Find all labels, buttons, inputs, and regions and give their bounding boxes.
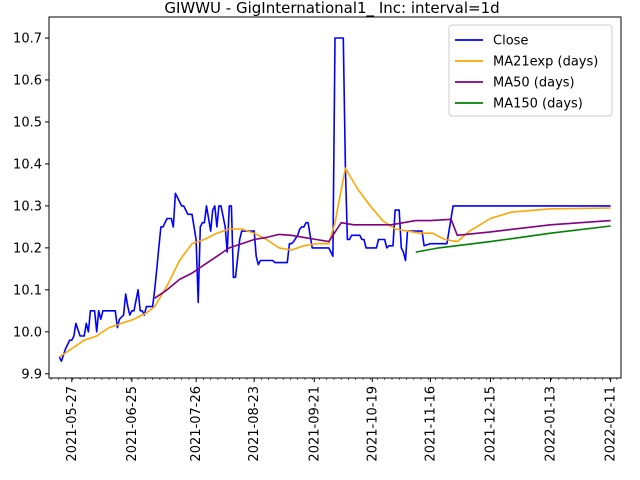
- x-axis: 2021-05-27 2021-06-25 2021-07-26 2021-08-23…: [50, 378, 619, 462]
- x-tick-label: 2021-10-19: [365, 386, 380, 462]
- x-tick-label: 2021-12-15: [483, 386, 498, 462]
- x-tick-label: 2021-05-27: [65, 386, 80, 462]
- legend-entries: Close MA21exp (days) MA50 (days) MA150 (day…: [455, 34, 598, 112]
- y-tick-label: 10.3: [13, 199, 42, 214]
- y-axis: 9.9 10.0 10.1 10.2 10.3 10.4 10.5 10.6 10.7: [13, 31, 49, 382]
- y-tick-label: 9.9: [21, 367, 42, 382]
- series-line-ma21exp-days: [58, 167, 611, 358]
- chart-title: GIWWU - GigInternational1_ Inc: interval…: [164, 0, 499, 18]
- legend-label: Close: [493, 34, 528, 49]
- legend-label: MA21exp (days): [493, 55, 598, 70]
- plot-frame: [48, 16, 622, 379]
- x-tick-label: 2022-02-11: [604, 386, 619, 462]
- plot-area: [48, 16, 622, 379]
- y-tick-label: 10.6: [13, 73, 42, 88]
- y-tick-label: 10.7: [13, 31, 42, 46]
- x-tick-label: 2021-08-23: [247, 386, 262, 462]
- series-line-ma150-days: [415, 225, 611, 253]
- legend-label: MA50 (days): [493, 76, 575, 91]
- x-tick-label: 2021-11-16: [423, 386, 438, 462]
- y-tick-label: 10.4: [13, 157, 42, 172]
- x-tick-label: 2021-06-25: [125, 386, 140, 462]
- y-tick-label: 10.1: [13, 283, 42, 298]
- series-layer: [58, 37, 611, 362]
- x-tick-label: 2022-01-13: [544, 386, 559, 462]
- legend: Close MA21exp (days) MA50 (days) MA150 (day…: [448, 24, 613, 117]
- legend-box: [448, 24, 613, 117]
- y-tick-label: 10.2: [13, 241, 42, 256]
- x-tick-label: 2021-09-21: [307, 386, 322, 462]
- y-tick-label: 10.5: [13, 115, 42, 130]
- legend-label: MA150 (days): [493, 97, 583, 112]
- x-tick-label: 2021-07-26: [189, 386, 204, 462]
- series-line-ma50-days: [154, 218, 611, 299]
- series-line-close: [58, 37, 611, 362]
- y-tick-label: 10.0: [13, 325, 42, 340]
